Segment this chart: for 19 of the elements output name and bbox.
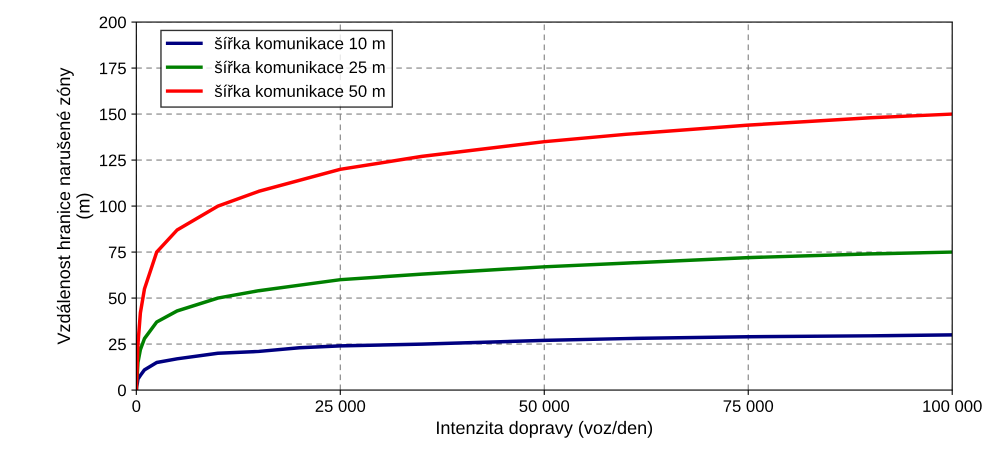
x-tick-label: 0 [132,400,140,412]
y-tick-label: 25 [108,338,126,350]
y-tick-label: 200 [100,16,126,28]
x-tick-label: 75 000 [724,400,774,412]
y-tick-label: 75 [108,246,126,258]
legend-label: šířka komunikace 10 m [214,36,385,50]
y-tick-label: 175 [100,62,126,74]
y-tick-label: 50 [108,292,126,304]
y-tick-label: 150 [100,108,126,120]
y-tick-label: 125 [100,154,126,166]
x-axis-title: Intenzita dopravy (voz/den) [437,420,652,438]
y-tick-label: 0 [118,384,126,396]
y-axis-title: Vzdálenost hranice narušené zóny (m) [56,68,94,345]
legend-label: šířka komunikace 25 m [214,60,385,74]
x-tick-label: 50 000 [519,400,570,412]
legend-label: šířka komunikace 50 m [214,84,385,98]
x-tick-label: 100 000 [923,400,982,412]
x-tick-label: 25 000 [316,400,366,412]
y-tick-label: 100 [100,200,126,212]
